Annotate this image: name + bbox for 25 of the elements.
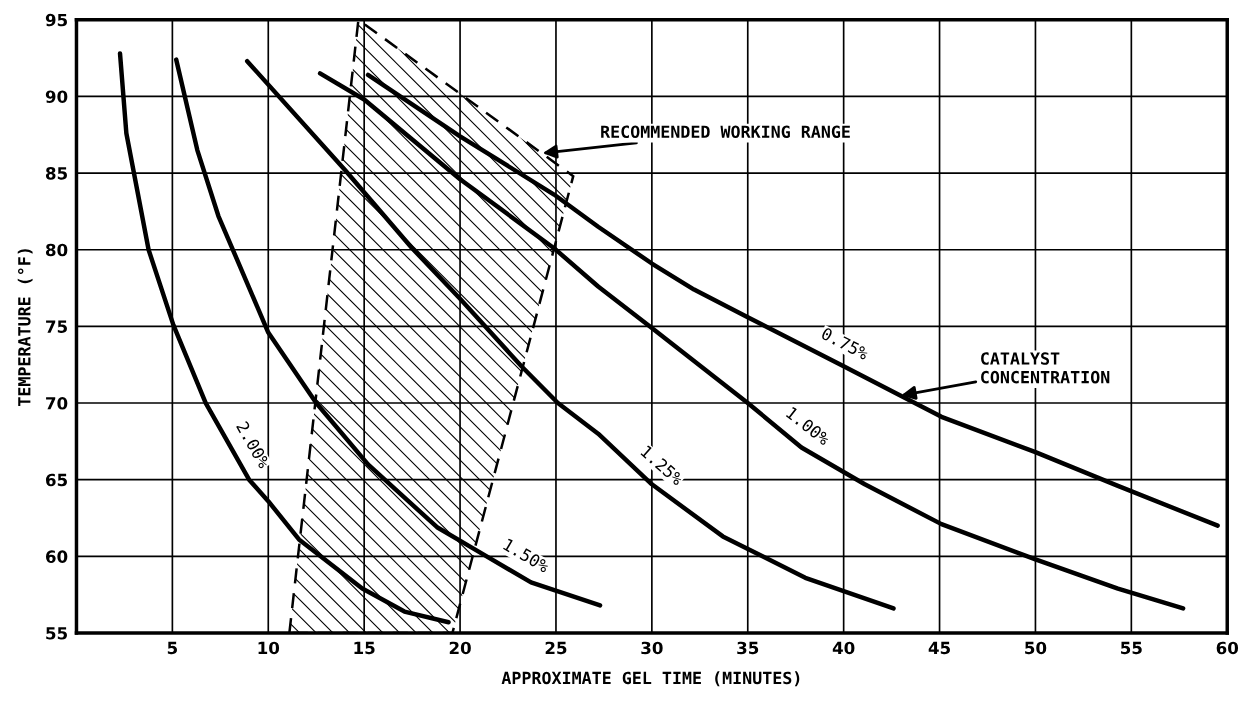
y-tick-label: 80 — [45, 243, 68, 257]
y-tick-label: 75 — [46, 320, 67, 333]
x-tick-label: 5 — [167, 641, 178, 655]
x-tick-label: 35 — [737, 641, 759, 655]
x-tick-label: 45 — [928, 641, 950, 655]
x-axis-title: APPROXIMATE GEL TIME (MINUTES) — [501, 671, 800, 687]
y-tick-label: 95 — [45, 13, 67, 27]
y-tick-label: 60 — [45, 550, 68, 563]
x-tick-label: 60 — [1216, 641, 1239, 655]
y-tick-label: 65 — [45, 473, 67, 487]
x-tick-label: 20 — [449, 641, 471, 655]
x-tick-label: 15 — [354, 641, 375, 655]
y-tick-label: 85 — [45, 167, 67, 180]
y-axis-title: TEMPERATURE (°F) — [17, 249, 33, 406]
y-tick-label: 70 — [46, 397, 68, 410]
x-tick-label: 50 — [1025, 641, 1047, 655]
annotation: CATALYST CONCENTRATION — [981, 352, 1110, 384]
y-tick-label: 55 — [46, 627, 67, 640]
y-tick-label: 90 — [45, 90, 68, 103]
annotation: RECOMMENDED WORKING RANGE — [601, 125, 850, 139]
x-tick-label: 30 — [641, 641, 663, 655]
x-tick-label: 55 — [1121, 641, 1142, 655]
x-tick-label: 25 — [545, 641, 567, 655]
x-tick-label: 40 — [832, 641, 855, 655]
x-tick-label: 10 — [258, 641, 280, 655]
